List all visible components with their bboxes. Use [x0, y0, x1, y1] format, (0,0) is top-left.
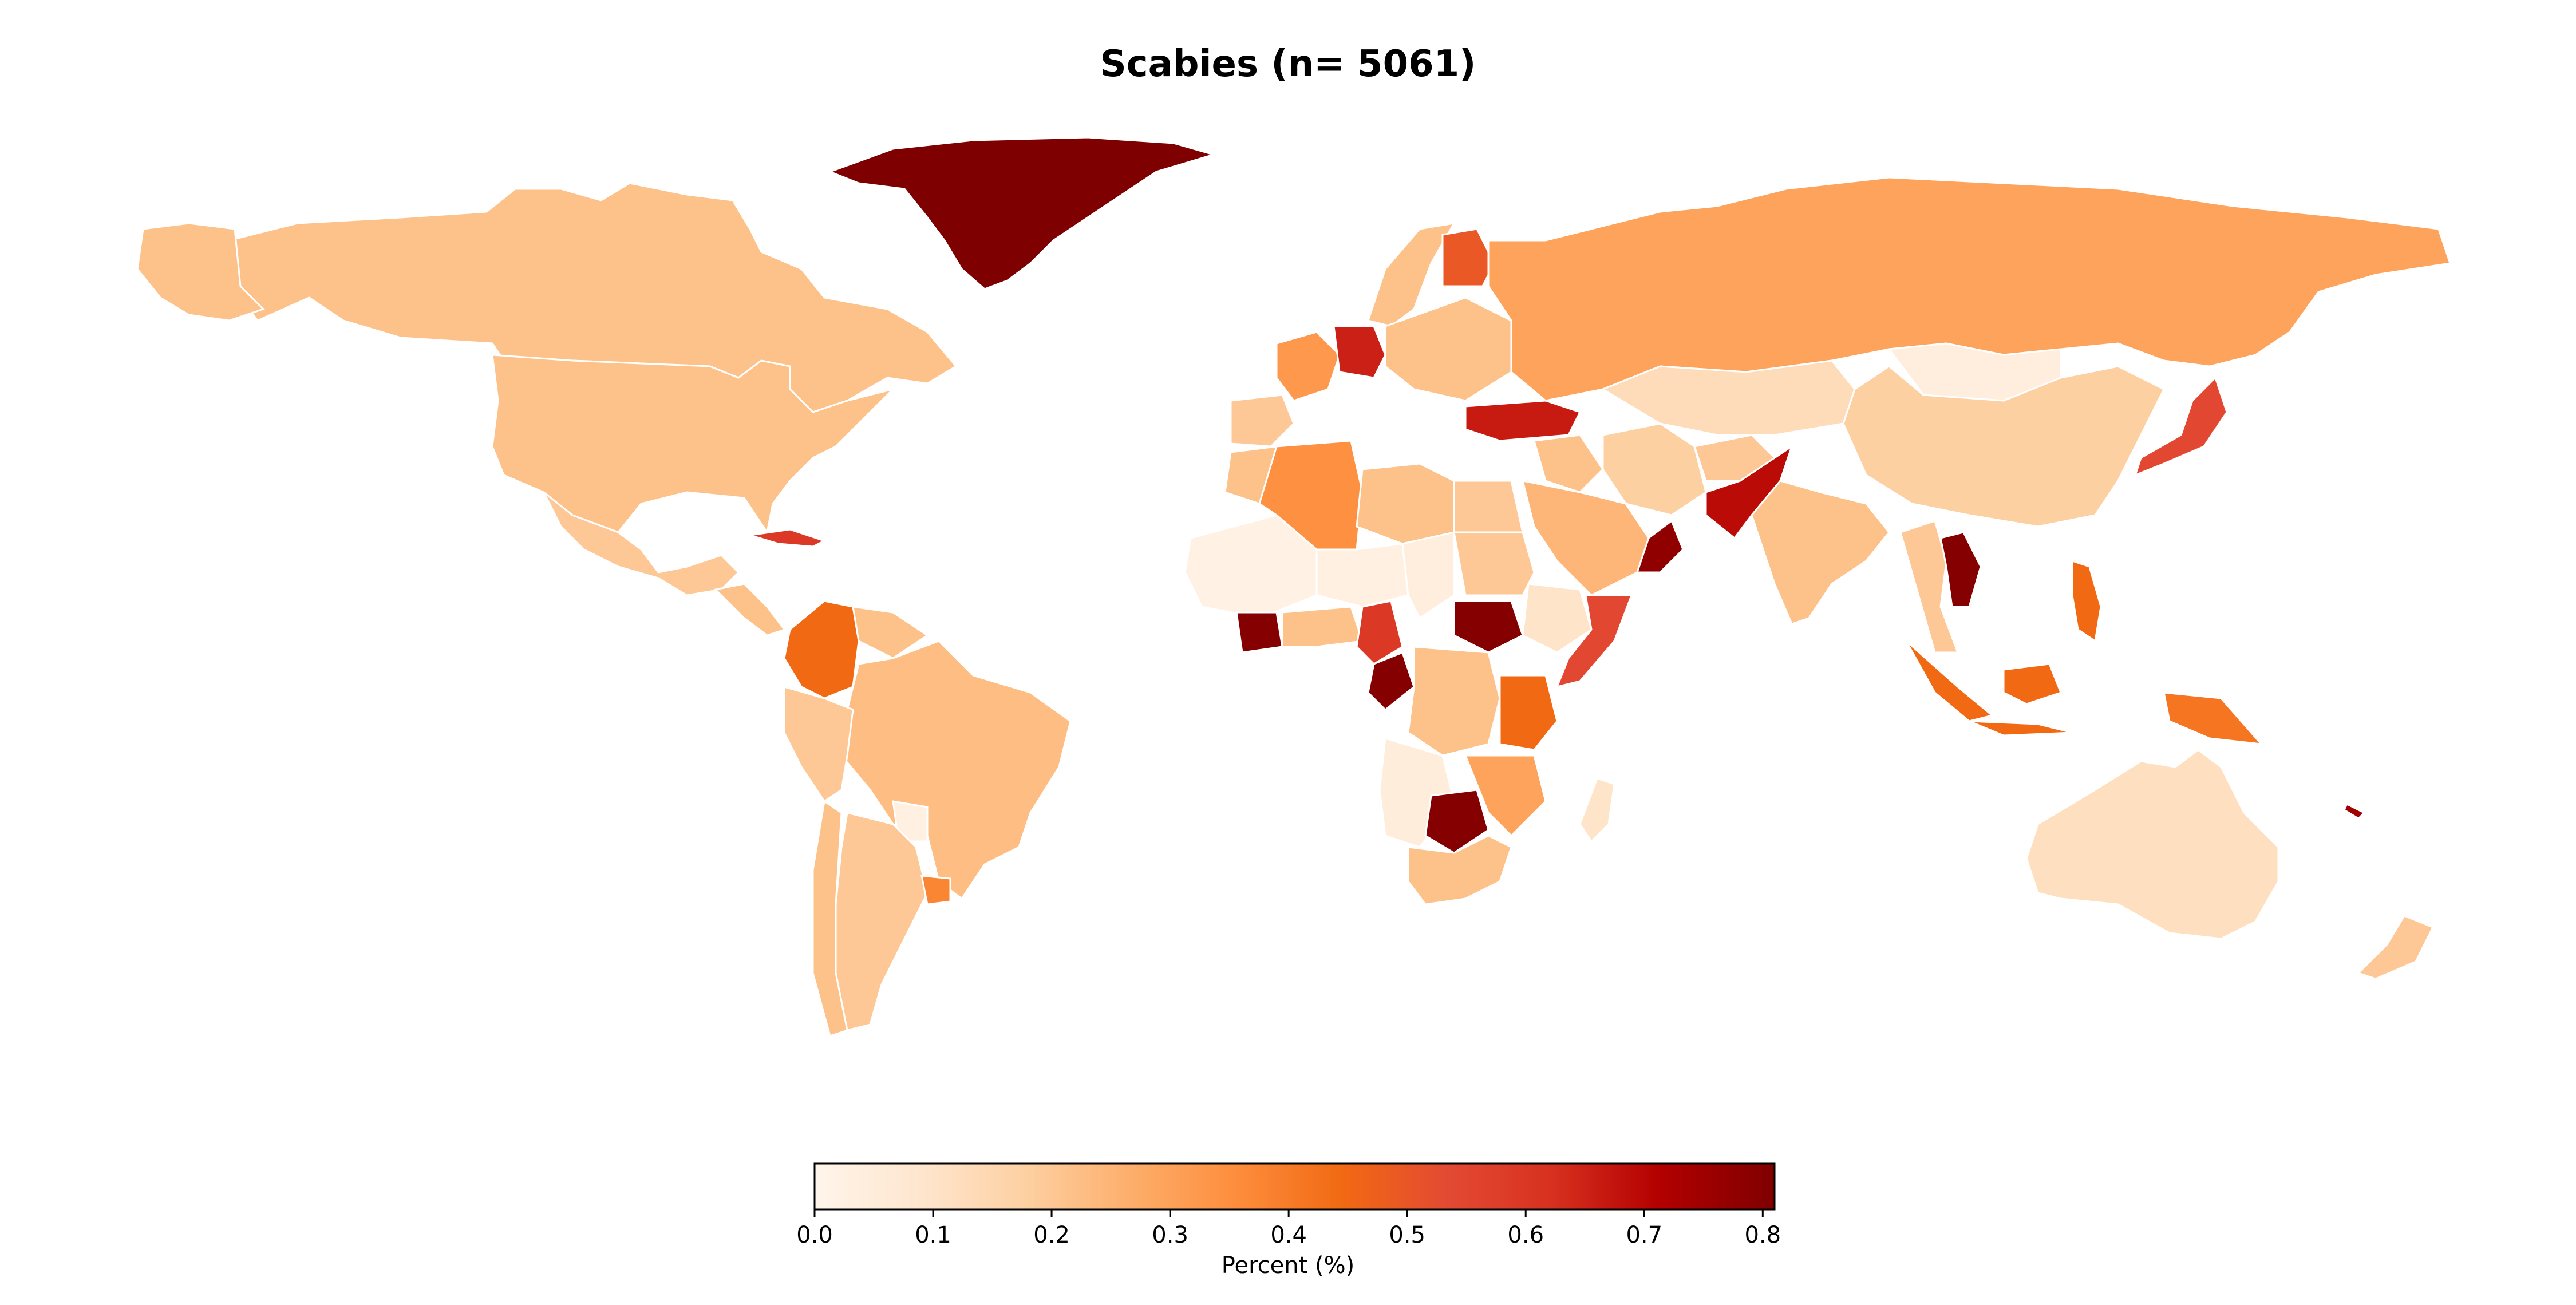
country-peru [783, 686, 854, 803]
country-zimbabwe [1424, 789, 1490, 854]
country-papua-new-guinea [2163, 691, 2263, 745]
colorbar: 0.0 0.1 0.2 0.3 0.4 0.5 0.6 0.7 0.8 [796, 1162, 1781, 1248]
country-spain [1230, 394, 1295, 448]
country-shapes [136, 136, 2451, 1037]
country-ethiopia [1522, 583, 1593, 654]
colorbar-gradient [813, 1162, 1776, 1211]
country-eastern-europe [1384, 296, 1512, 402]
country-south-sudan [1453, 600, 1524, 654]
country-cameroon [1356, 600, 1404, 665]
country-china [1842, 365, 2166, 528]
country-turkey [1464, 400, 1582, 442]
country-ivory-coast [1235, 611, 1283, 654]
colorbar-tick-label: 0.2 [1033, 1222, 1070, 1248]
country-venezuela [852, 606, 929, 659]
colorbar-tick-label: 0.4 [1270, 1222, 1307, 1248]
country-libya [1356, 462, 1455, 545]
country-indonesia [1905, 640, 1994, 722]
country-france [1275, 331, 1341, 402]
country-tanzania [1499, 674, 1558, 751]
colorbar-tick-label: 0.8 [1744, 1222, 1781, 1248]
colorbar-tick-label: 0.1 [915, 1222, 951, 1248]
colorbar-tick-label: 0.7 [1626, 1222, 1662, 1248]
country-uruguay [920, 875, 951, 905]
country-chile [812, 800, 848, 1037]
colorbar-tick-label: 0.6 [1507, 1222, 1544, 1248]
country-philippines [2071, 559, 2102, 643]
colorbar-tick-label: 0.5 [1389, 1222, 1425, 1248]
colorbar-label: Percent (%) [1221, 1252, 1355, 1279]
country-laos [1939, 531, 1982, 608]
country-argentina [835, 812, 929, 1031]
country-iran [1602, 422, 1707, 516]
country-canada [228, 182, 958, 413]
country-greenland [827, 136, 1217, 290]
country-gabon [1367, 651, 1415, 711]
country-sudan [1453, 531, 1535, 596]
country-finland [1441, 228, 1495, 287]
colorbar-tick-label: 0.0 [796, 1222, 833, 1248]
colorbar-tick-label: 0.3 [1152, 1222, 1188, 1248]
country-egypt [1453, 480, 1524, 533]
country-alaska [136, 222, 265, 322]
country-south-africa [1407, 835, 1512, 905]
country-indonesia-3 [1969, 720, 2073, 737]
country-germany [1333, 325, 1386, 379]
country-mali [1184, 514, 1318, 619]
country-west-africa [1281, 606, 1364, 648]
country-cuba [749, 528, 827, 548]
country-japan [2134, 376, 2228, 477]
country-australia [2025, 749, 2279, 940]
country-chad [1401, 531, 1455, 620]
map-title: Scabies (n= 5061) [1100, 43, 1476, 85]
country-new-caledonia [2343, 802, 2366, 820]
country-dr-congo [1407, 646, 1501, 757]
country-madagascar [1579, 777, 1615, 843]
country-mexico [543, 491, 740, 596]
colorbar-ticks: 0.0 0.1 0.2 0.3 0.4 0.5 0.6 0.7 0.8 [796, 1209, 1781, 1248]
country-colombia [783, 600, 860, 699]
country-india [1751, 480, 1890, 625]
country-iraq [1533, 434, 1604, 493]
country-indonesia-2 [2002, 663, 2062, 705]
country-new-zealand [2357, 915, 2435, 980]
country-niger [1315, 543, 1409, 608]
country-oman [1635, 519, 1684, 574]
country-mozambique [1464, 754, 1547, 837]
country-brazil [840, 640, 1072, 900]
country-somalia [1555, 594, 1633, 689]
country-central-america [713, 583, 786, 636]
